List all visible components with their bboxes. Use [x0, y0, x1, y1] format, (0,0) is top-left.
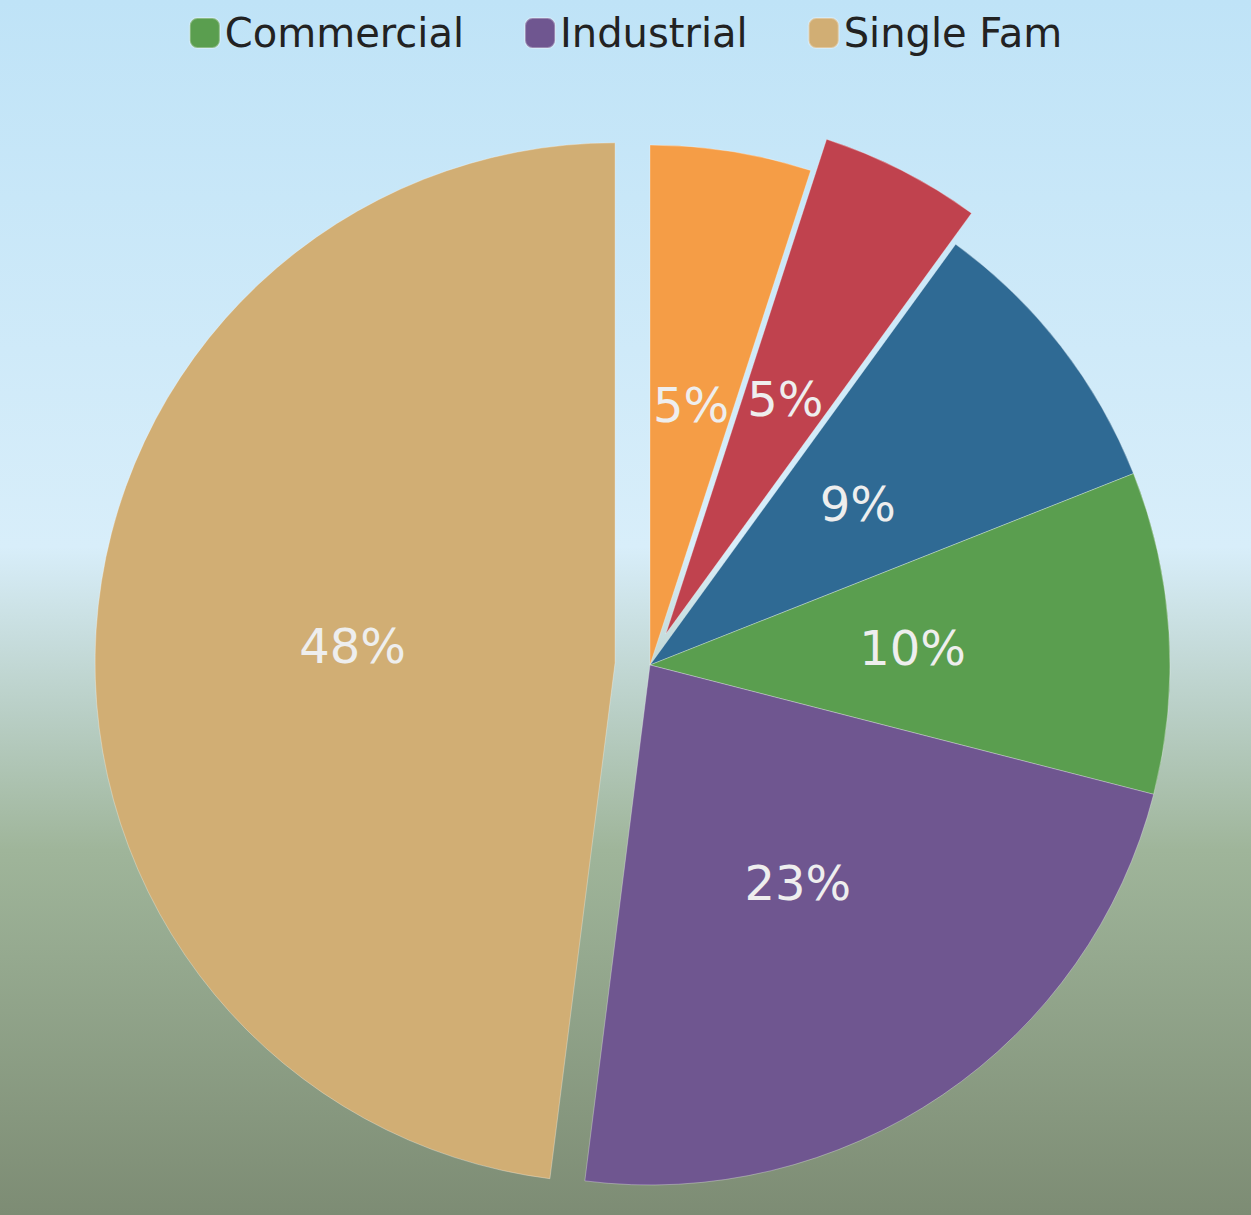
svg-text:Commercial: Commercial [225, 10, 464, 56]
svg-text:9%: 9% [820, 476, 896, 532]
svg-text:5%: 5% [747, 371, 823, 427]
svg-text:Industrial: Industrial [560, 10, 748, 56]
svg-text:10%: 10% [859, 620, 966, 676]
svg-text:Single Fam: Single Fam [844, 10, 1063, 56]
svg-text:23%: 23% [744, 855, 851, 911]
svg-text:48%: 48% [299, 618, 406, 674]
svg-text:5%: 5% [653, 377, 729, 433]
